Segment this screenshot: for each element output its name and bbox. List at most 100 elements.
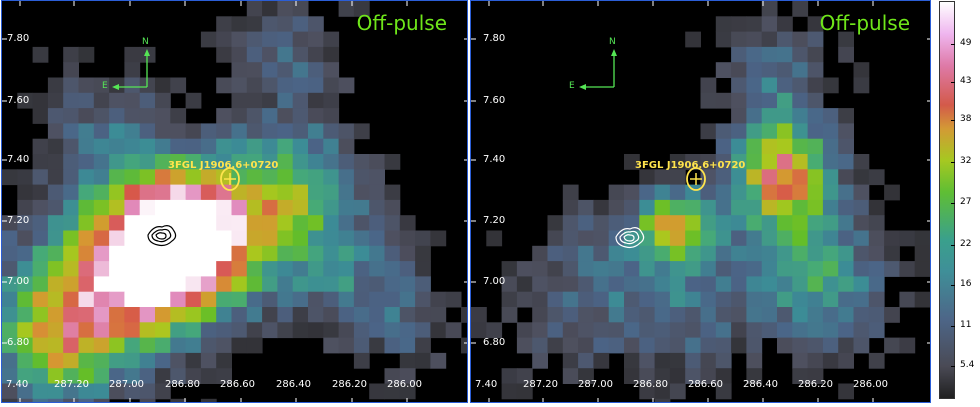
count-pixel [369, 337, 385, 354]
count-pixel [685, 276, 701, 293]
count-pixel [185, 337, 202, 354]
count-pixel [562, 337, 579, 354]
count-pixel [262, 261, 278, 277]
count-pixel [715, 352, 732, 369]
count-pixel [200, 352, 217, 369]
count-pixel [63, 92, 79, 109]
colorbar-tick-mark [951, 245, 955, 246]
count-pixel [868, 352, 885, 369]
count-pixel [761, 16, 778, 33]
count-pixel [200, 368, 217, 384]
count-pixel [777, 199, 793, 216]
count-pixel [731, 215, 747, 231]
count-pixel [746, 169, 763, 186]
count-pixel [654, 307, 671, 323]
count-pixel [838, 123, 854, 140]
count-pixel [593, 291, 610, 308]
count-pixel [155, 169, 171, 186]
count-pixel [78, 123, 95, 140]
count-pixel [170, 138, 187, 155]
count-pixel [47, 230, 64, 247]
count-pixel [63, 352, 79, 369]
count-pixel [838, 307, 854, 323]
count-pixel [93, 108, 110, 124]
count-pixel [486, 322, 503, 339]
count-pixel [277, 230, 294, 247]
count-pixel [807, 291, 824, 308]
y-tick: 7.60 [7, 95, 30, 106]
count-pixel [715, 383, 732, 400]
count-pixel [185, 169, 202, 186]
count-pixel [715, 154, 732, 170]
count-pixel [578, 368, 594, 384]
count-pixel [63, 154, 79, 170]
count-pixel [547, 337, 564, 354]
compass-east-arrow [579, 84, 586, 90]
count-pixel [139, 215, 156, 231]
count-pixel [47, 291, 64, 308]
count-pixel [246, 154, 263, 170]
count-pixel [822, 108, 839, 124]
count-pixel [338, 261, 355, 277]
count-pixel [792, 352, 809, 369]
count-pixel [838, 108, 854, 124]
count-pixel [777, 307, 793, 323]
count-pixel [277, 169, 294, 186]
count-pixel [562, 291, 579, 308]
count-pixel [323, 307, 340, 323]
count-pixel [593, 307, 610, 323]
count-pixel [262, 62, 278, 78]
count-pixel [669, 230, 686, 247]
count-pixel [17, 307, 34, 323]
count-pixel [2, 230, 18, 247]
count-pixel [777, 230, 793, 247]
count-pixel [746, 261, 763, 277]
count-pixel [170, 154, 187, 170]
count-pixel [78, 337, 95, 354]
count-pixel [78, 245, 95, 262]
count-pixel [516, 383, 533, 400]
count-pixel [262, 230, 278, 247]
count-pixel [124, 123, 141, 140]
x-tick: 286.40 [743, 379, 778, 390]
count-pixel [262, 138, 278, 155]
count-pixel [761, 322, 778, 339]
count-pixel [369, 245, 385, 262]
count-pixel [700, 307, 717, 323]
count-pixel [139, 169, 156, 186]
count-pixel [853, 184, 870, 201]
count-pixel [231, 108, 248, 124]
count-pixel [746, 77, 763, 94]
count-pixel [216, 184, 232, 201]
count-pixel [914, 245, 930, 262]
count-pixel [93, 184, 110, 201]
count-pixel [246, 169, 263, 186]
count-pixel [532, 352, 548, 369]
compass-north-arrow [611, 49, 617, 56]
count-pixel [624, 276, 640, 293]
count-pixel [277, 199, 294, 216]
count-pixel [593, 245, 610, 262]
count-pixel [93, 123, 110, 140]
count-pixel [323, 245, 340, 262]
count-pixel [170, 337, 187, 354]
count-pixel [608, 322, 625, 339]
compass-east-arrow [112, 84, 119, 90]
count-pixel [93, 291, 110, 308]
count-pixel [93, 245, 110, 262]
count-pixel [246, 230, 263, 247]
count-pixel [884, 337, 900, 354]
count-pixel [17, 245, 34, 262]
count-pixel [746, 108, 763, 124]
count-pixel [746, 154, 763, 170]
panel-title: Off-pulse [819, 11, 910, 35]
count-pixel [578, 291, 594, 308]
count-pixel [139, 92, 156, 109]
count-pixel [578, 261, 594, 277]
count-pixel [2, 261, 18, 277]
count-pixel [822, 322, 839, 339]
count-pixel [384, 383, 401, 400]
count-pixel [822, 169, 839, 186]
count-pixel [715, 368, 732, 384]
count-pixel [155, 276, 171, 293]
